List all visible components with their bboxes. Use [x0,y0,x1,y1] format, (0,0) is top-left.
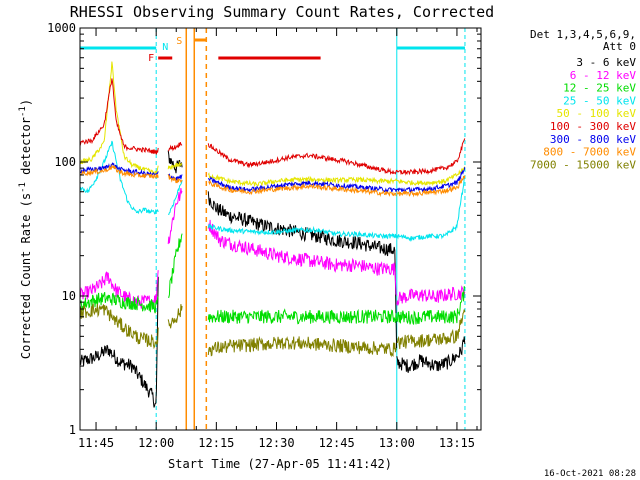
legend-entry: 25 - 50 keV [563,94,636,107]
series-layer [79,61,466,408]
series-line [167,142,183,152]
series-1 [79,188,466,309]
series-7 [79,163,466,198]
x-tick-label: 11:45 [78,436,114,450]
series-line [79,292,159,314]
series-2 [79,233,466,325]
series-line [396,336,466,373]
series-4 [79,61,466,187]
y-axis-label-sup2: -1 [18,106,28,117]
y-axis-label-sup1: -1 [18,182,28,193]
x-tick-label: 12:30 [258,436,294,450]
series-0 [79,150,466,408]
series-line [167,150,183,174]
series-line [79,163,159,179]
x-tick-label: 12:45 [319,436,355,450]
series-line [167,174,183,184]
series-5 [79,78,466,176]
y-tick-label: 100 [54,155,76,169]
series-line [79,61,159,176]
legend-header-detectors: Det 1,3,4,5,6,9, [530,28,636,41]
series-line [79,270,159,309]
series-line [168,179,183,216]
night-label: N [162,42,168,53]
series-line [396,175,466,198]
series-line [207,308,398,325]
series-line [207,143,398,176]
series-line [79,302,159,350]
series-line [167,233,183,299]
series-line [396,286,466,325]
footer-date: 16-Oct-2021 08:28 [544,469,636,479]
y-axis-label-mid: detector [19,117,33,182]
legend-entry: 100 - 300 keV [550,120,636,133]
legend-entry: 800 - 7000 keV [543,146,636,159]
flare-label: F [148,53,154,64]
series-line [167,160,183,170]
plot-frame [79,27,482,431]
series-line [396,177,465,242]
x-axis-label: Start Time (27-Apr-05 11:41:42) [168,457,392,471]
legend-entry: 300 - 800 keV [550,133,636,146]
x-tick-label: 12:15 [198,436,234,450]
x-axis: 11:45 12:00 12:15 12:30 12:45 13:00 13:15 [78,28,478,450]
x-tick-label: 12:00 [138,436,174,450]
legend-entry: 7000 - 15000 keV [530,158,636,171]
y-axis-label-suffix: ) [19,99,33,106]
series-line [207,336,397,358]
annotations-layer: NS F [79,28,466,430]
series-line [207,191,398,349]
y-axis: 1 10 100 1000 [47,21,481,437]
series-line [396,165,466,187]
series-line [396,309,466,350]
series-line [79,78,159,155]
series-line [396,285,466,307]
series-8 [79,302,466,358]
legend-entry: 3 - 6 keV [576,56,636,69]
series-line [167,188,183,245]
x-tick-label: 13:00 [379,436,415,450]
y-axis-label: Corrected Count Rate (s-1 detector-1) [18,99,33,359]
x-tick-label: 13:15 [439,436,475,450]
legend-entry: 50 - 100 keV [557,107,637,120]
y-tick-label: 10 [62,289,76,303]
legend-entry: 6 - 12 keV [570,69,637,82]
chart-title: RHESSI Observing Summary Count Rates, Co… [70,3,494,21]
saa-label: S [176,36,182,47]
y-tick-label: 1 [69,423,76,437]
series-line [207,223,398,240]
y-axis-label-prefix: Corrected Count Rate (s [19,193,33,359]
series-line [207,219,398,296]
legend-entry: 12 - 25 keV [563,82,636,95]
series-line [167,304,183,329]
series-line [396,138,466,176]
series-line [207,172,398,187]
y-tick-label: 1000 [47,21,76,35]
legend-header-attenuator: Att 0 [603,40,636,53]
series-line [79,276,159,408]
series-line [208,179,397,198]
